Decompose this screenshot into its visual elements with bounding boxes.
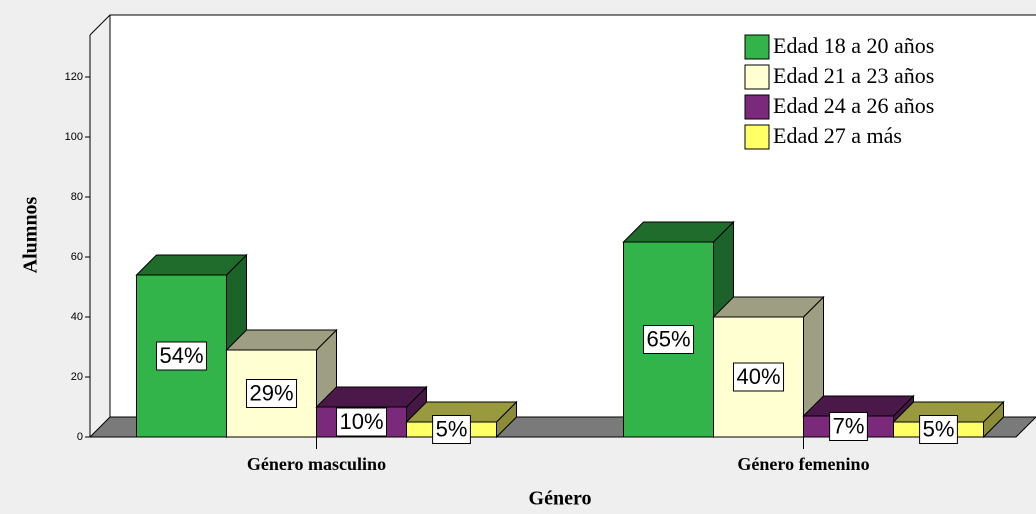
legend-label: Edad 24 a 26 años [773,93,934,118]
legend-swatch [744,34,770,60]
data-label: 40% [736,364,780,389]
y-tick-label: 100 [65,131,83,143]
x-axis-title: Género [529,488,592,510]
data-label: 65% [646,326,690,351]
data-label-box [155,341,208,371]
bar-top [225,329,338,351]
data-label: 5% [436,416,468,441]
data-label-box [829,412,868,441]
data-label-box [732,362,785,392]
legend-swatch [744,124,770,150]
data-label-box [335,407,388,437]
data-label: 7% [833,413,865,438]
x-tick-label: Género masculino [247,454,386,474]
y-axis-title: Alumnos [20,196,42,273]
data-label-box [245,379,298,408]
bar-top [135,254,248,276]
y-tick-label: 40 [71,311,83,323]
legend-label: Edad 21 a 23 años [773,63,934,88]
y-tick-label: 120 [65,71,83,83]
data-label-box [642,325,695,354]
legend-label: Edad 18 a 20 años [773,33,934,58]
data-label: 10% [339,409,383,434]
bar-top [315,386,428,408]
data-label: 5% [923,416,955,441]
x-tick-label: Género femenino [737,454,869,474]
legend-swatch [744,94,770,120]
bar-top [712,296,825,318]
bar-top [622,221,735,243]
data-label: 29% [249,380,293,405]
legend-label: Edad 27 a más [773,123,902,148]
legend-swatch [744,64,770,90]
y-tick-label: 20 [71,371,83,383]
data-label: 54% [159,343,203,368]
y-tick-label: 0 [77,431,83,443]
y-tick-label: 60 [71,251,83,263]
data-label-box [919,415,958,444]
data-label-box [432,415,471,444]
y-tick-label: 80 [71,191,83,203]
